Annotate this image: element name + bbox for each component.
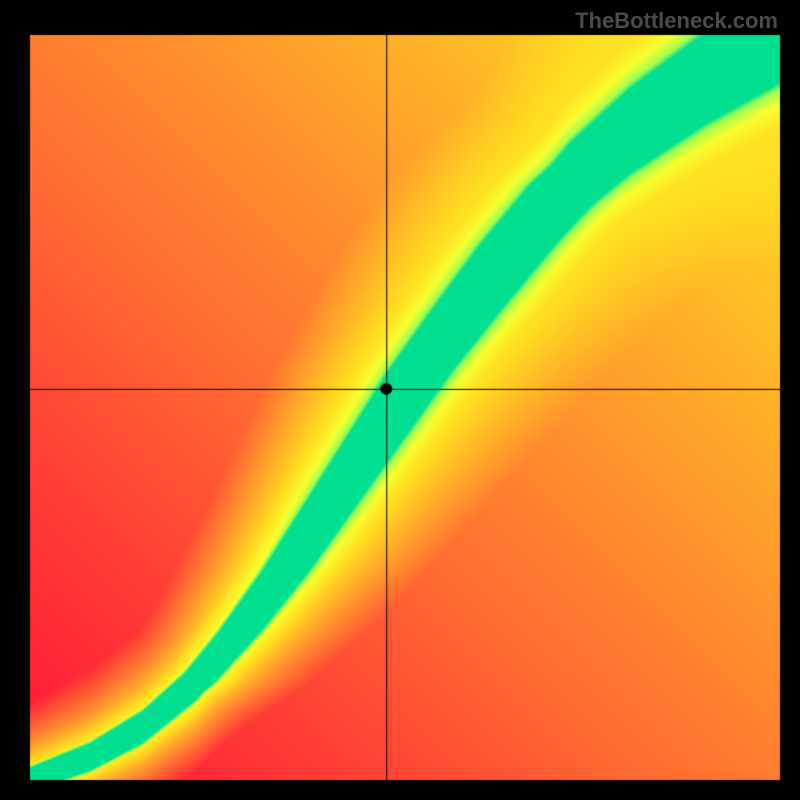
- bottleneck-chart: TheBottleneck.com: [0, 0, 800, 800]
- watermark-text: TheBottleneck.com: [575, 8, 778, 34]
- heatmap-canvas: [0, 0, 800, 800]
